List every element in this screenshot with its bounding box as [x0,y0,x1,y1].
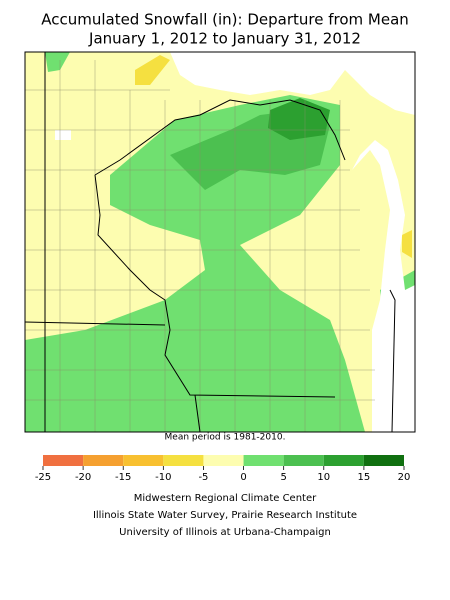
colorbar-swatch [283,455,324,466]
mean-note: Mean period is 1981-2010. [165,433,286,443]
colorbar-swatch [323,455,364,466]
colorbar-label: -5 [198,472,208,483]
lake-superior [170,52,415,115]
colorbar-label: 15 [358,472,371,483]
colorbar-label: -10 [155,472,171,483]
colorbar-label: 0 [240,472,246,483]
credit-line: University of Illinois at Urbana-Champai… [119,527,331,538]
colorbar-swatch [363,455,404,466]
colorbar-swatch [43,455,84,466]
colorbar-swatch [243,455,284,466]
colorbar-swatch [123,455,164,466]
map-frame [24,51,416,433]
colorbar-label: -25 [35,472,51,483]
lake-michigan [352,140,415,432]
county-lines [25,60,375,432]
credit-line: Midwestern Regional Climate Center [134,493,317,504]
colorbar-label: 10 [317,472,330,483]
credit-line: Illinois State Water Survey, Prairie Res… [93,510,357,521]
colorbar-label: 20 [398,472,411,483]
state-borders [24,52,396,433]
colorbar-swatch [203,455,244,466]
title-line: Accumulated Snowfall (in): Departure fro… [41,11,409,29]
region-green [45,52,70,72]
region-yellow [402,230,412,258]
colorbar-label: -15 [115,472,131,483]
colorbar: -25 -20 -15 -10 -5 0 5 10 15 20 [35,455,411,483]
region-green [25,95,365,432]
colorbar-swatch [83,455,124,466]
title-line: January 1, 2012 to January 31, 2012 [88,30,361,48]
colorbar-label: -20 [75,472,91,483]
region-yellow [135,55,170,85]
colorbar-label: 5 [280,472,286,483]
map [24,51,416,433]
colorbar-swatch [163,455,204,466]
lake [55,130,71,140]
